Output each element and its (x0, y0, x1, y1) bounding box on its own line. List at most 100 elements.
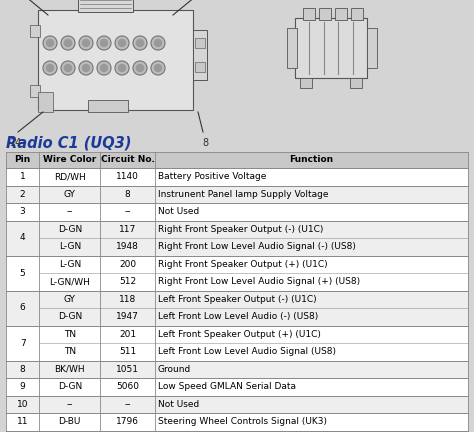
Circle shape (46, 64, 54, 72)
Bar (38, 92, 53, 112)
Text: Pin: Pin (15, 156, 31, 165)
Text: Battery Positive Voltage: Battery Positive Voltage (158, 172, 266, 181)
Text: Left Front Low Level Audio Signal (US8): Left Front Low Level Audio Signal (US8) (158, 347, 336, 356)
Text: 2: 2 (20, 190, 26, 199)
Bar (300, 78, 312, 88)
Circle shape (115, 36, 129, 50)
Text: 14: 14 (10, 138, 22, 148)
Bar (350, 78, 362, 88)
Bar (6, 290, 468, 325)
Text: 8: 8 (202, 138, 208, 148)
Bar (195, 62, 205, 72)
Bar (6, 255, 468, 290)
Text: RD/WH: RD/WH (54, 172, 86, 181)
Text: 9: 9 (20, 382, 26, 391)
Text: D-GN: D-GN (58, 225, 82, 234)
Circle shape (155, 64, 162, 72)
Text: L-GN/WH: L-GN/WH (49, 277, 90, 286)
Text: Wire Color: Wire Color (43, 156, 96, 165)
Circle shape (43, 61, 57, 75)
Circle shape (82, 64, 90, 72)
Text: Right Front Low Level Audio Signal (-) (US8): Right Front Low Level Audio Signal (-) (… (158, 242, 356, 251)
Text: Radio C1 (UQ3): Radio C1 (UQ3) (6, 136, 131, 151)
Bar (6, 168, 468, 185)
Text: Ground: Ground (158, 365, 191, 374)
Bar (6, 220, 468, 255)
Bar (6, 203, 468, 220)
Text: GY: GY (64, 190, 76, 199)
Text: D-BU: D-BU (59, 417, 81, 426)
Text: 1947: 1947 (116, 312, 139, 321)
Circle shape (46, 39, 54, 47)
Bar (6, 325, 468, 360)
Circle shape (137, 64, 144, 72)
Text: 4: 4 (20, 234, 26, 242)
Circle shape (79, 61, 93, 75)
Bar (287, 28, 297, 68)
Text: TN: TN (64, 347, 76, 356)
Circle shape (118, 64, 126, 72)
Circle shape (64, 64, 72, 72)
Text: 1: 1 (20, 172, 26, 181)
Text: 10: 10 (17, 400, 28, 409)
Text: --: -- (66, 207, 73, 216)
Bar (335, 8, 347, 20)
Text: GY: GY (64, 295, 76, 304)
Bar (6, 378, 468, 396)
Text: Not Used: Not Used (158, 400, 199, 409)
Text: 6: 6 (20, 304, 26, 312)
Circle shape (133, 61, 147, 75)
Text: Right Front Low Level Audio Signal (+) (US8): Right Front Low Level Audio Signal (+) (… (158, 277, 360, 286)
Text: Steering Wheel Controls Signal (UK3): Steering Wheel Controls Signal (UK3) (158, 417, 327, 426)
Circle shape (97, 36, 111, 50)
Circle shape (151, 61, 165, 75)
Bar (351, 8, 363, 20)
Text: 200: 200 (119, 260, 136, 269)
Text: L-GN: L-GN (59, 260, 81, 269)
Text: 8: 8 (20, 365, 26, 374)
Text: Right Front Speaker Output (+) (U1C): Right Front Speaker Output (+) (U1C) (158, 260, 328, 269)
Text: 118: 118 (119, 295, 136, 304)
Circle shape (155, 39, 162, 47)
Circle shape (100, 39, 108, 47)
Bar (38, 10, 193, 110)
Bar (88, 100, 128, 112)
Bar (303, 8, 315, 20)
Bar (367, 28, 377, 68)
Text: 117: 117 (119, 225, 136, 234)
Circle shape (118, 39, 126, 47)
Circle shape (133, 36, 147, 50)
Text: Left Front Speaker Output (-) (U1C): Left Front Speaker Output (-) (U1C) (158, 295, 316, 304)
Text: BK/WH: BK/WH (55, 365, 85, 374)
Bar (30, 25, 40, 37)
Text: Left Front Speaker Output (+) (U1C): Left Front Speaker Output (+) (U1C) (158, 330, 320, 339)
Circle shape (79, 36, 93, 50)
Text: 3: 3 (20, 207, 26, 216)
Text: --: -- (124, 207, 131, 216)
Circle shape (151, 36, 165, 50)
Circle shape (100, 64, 108, 72)
Text: Low Speed GMLAN Serial Data: Low Speed GMLAN Serial Data (158, 382, 296, 391)
Circle shape (61, 61, 75, 75)
Bar (6, 185, 468, 203)
Text: 5: 5 (20, 269, 26, 277)
Text: 1140: 1140 (116, 172, 139, 181)
Text: TN: TN (64, 330, 76, 339)
Bar (6, 360, 468, 378)
Text: Not Used: Not Used (158, 207, 199, 216)
Circle shape (115, 61, 129, 75)
Circle shape (61, 36, 75, 50)
Bar (6, 152, 468, 168)
Text: 1796: 1796 (116, 417, 139, 426)
Circle shape (43, 36, 57, 50)
Text: --: -- (66, 400, 73, 409)
Text: Circuit No.: Circuit No. (100, 156, 155, 165)
Bar (295, 18, 367, 78)
Bar (78, 0, 133, 12)
Text: 201: 201 (119, 330, 136, 339)
Text: 511: 511 (119, 347, 136, 356)
Text: 5060: 5060 (116, 382, 139, 391)
Text: 7: 7 (20, 339, 26, 347)
Circle shape (64, 39, 72, 47)
Circle shape (137, 39, 144, 47)
